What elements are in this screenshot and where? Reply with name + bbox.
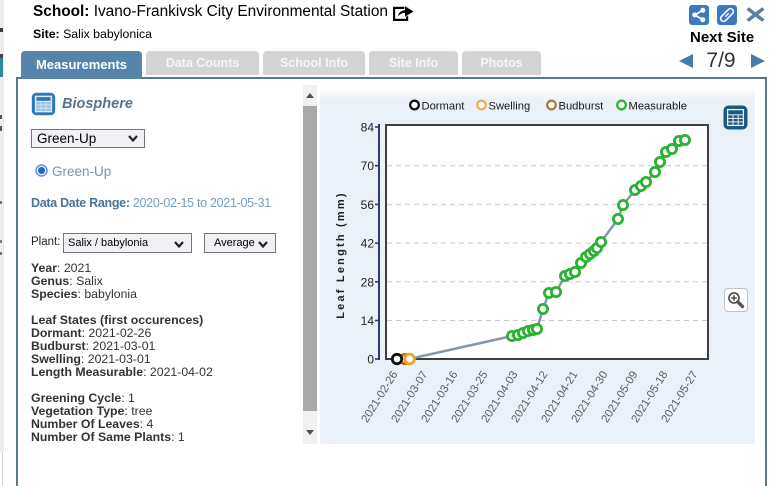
svg-text:70: 70 [361, 159, 375, 173]
svg-text:Budburst: Budburst [559, 101, 605, 113]
svg-text:Dormant: Dormant [422, 101, 466, 113]
svg-text:Leaf Length (mm): Leaf Length (mm) [335, 191, 347, 318]
svg-text:Swelling: Swelling [489, 101, 531, 113]
svg-text:Measurable: Measurable [629, 101, 687, 113]
svg-text:56: 56 [361, 198, 375, 212]
svg-text:28: 28 [361, 275, 375, 289]
svg-text:84: 84 [361, 121, 375, 135]
svg-text:14: 14 [361, 314, 375, 328]
svg-text:0: 0 [367, 353, 374, 367]
svg-text:42: 42 [361, 237, 375, 251]
